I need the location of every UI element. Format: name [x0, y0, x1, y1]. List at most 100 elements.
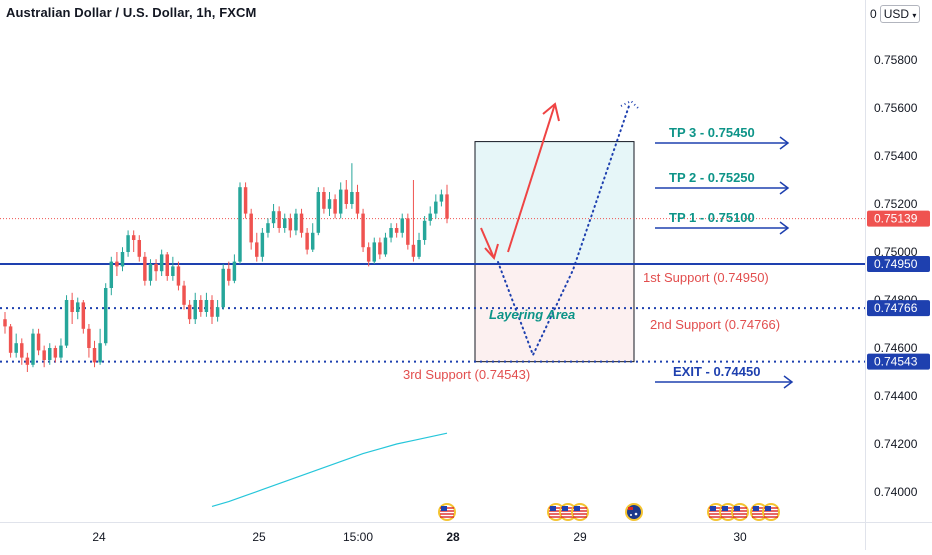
tp-arrowhead: [779, 221, 790, 235]
us-flag-icon-stripe: [561, 513, 575, 515]
candle-body: [120, 252, 125, 267]
profit-zone-box: [474, 141, 635, 265]
currency-lead: 0: [870, 7, 877, 21]
us-flag-icon-stripe: [440, 513, 454, 515]
support-level-2-tag-label: 0.74766: [874, 301, 918, 315]
current-price-tag-bg: [867, 210, 930, 227]
time-tick-label: 24: [92, 530, 106, 544]
candle-body: [305, 232, 309, 250]
us-flag-icon[interactable]: [731, 503, 749, 521]
us-flag-icon-stripe: [440, 516, 454, 518]
event-icons-layer[interactable]: [438, 503, 780, 521]
candle-body: [350, 192, 354, 204]
candle-body: [25, 357, 30, 365]
candle-body: [48, 348, 52, 360]
candle-body: [277, 211, 281, 228]
support-label-3: 3rd Support (0.74543): [403, 367, 530, 382]
us-flag-icon-canton: [765, 506, 771, 511]
time-tick-label: 28: [446, 530, 460, 544]
candle-body: [20, 343, 24, 358]
us-flag-icon-canton: [550, 506, 556, 511]
support-label-2: 2nd Support (0.74766): [650, 317, 780, 332]
symbol-title[interactable]: Australian Dollar / U.S. Dollar, 1h, FXC…: [6, 5, 257, 20]
price-tick-label: 0.74600: [874, 341, 918, 355]
tp-label: TP 2 - 0.75250: [669, 170, 755, 185]
candle-body: [75, 302, 80, 312]
candle-body: [243, 187, 248, 214]
red-up-arrow: [507, 103, 556, 253]
candle-body: [355, 192, 360, 214]
support-level-2-tag-bg: [867, 300, 930, 317]
support-level-3-tag-label: 0.74543: [874, 355, 918, 369]
us-flag-icon-stripe: [733, 513, 747, 515]
candle-body: [215, 307, 220, 317]
candle-body: [299, 213, 304, 233]
au-flag-icon[interactable]: [625, 503, 643, 521]
us-flag-icon-stripe: [549, 513, 563, 515]
candle-body: [210, 300, 214, 317]
us-flag-icon-stripe: [764, 516, 778, 518]
candle-body: [154, 264, 158, 272]
us-flag-icon-stripe: [721, 516, 735, 518]
candle-body: [227, 268, 231, 281]
candle-body: [115, 261, 119, 267]
price-tick-label: 0.75200: [874, 197, 918, 211]
candle-body: [193, 300, 197, 320]
candle-body: [3, 319, 7, 327]
candle-body: [148, 264, 153, 281]
moving-average-line: [211, 432, 448, 507]
candle-body: [417, 240, 421, 257]
support-level-1-tag-label: 0.74950: [874, 257, 918, 271]
chevron-down-icon: ▾: [912, 11, 917, 20]
us-flag-icon[interactable]: [438, 503, 456, 521]
candle-body: [294, 213, 298, 231]
price-axis[interactable]: 0.758000.756000.754000.752000.750000.748…: [867, 53, 930, 499]
exit-arrowhead: [783, 375, 794, 389]
currency-unit-button[interactable]: USD ▾: [879, 5, 921, 23]
us-flag-icon-canton: [710, 506, 716, 511]
us-flag-icon[interactable]: [571, 503, 589, 521]
annotation-labels-layer: TP 3 - 0.75450 TP 2 - 0.75250 TP 1 - 0.751…: [403, 125, 794, 389]
support-level-1-tag-bg: [867, 256, 930, 272]
au-flag-icon-star: [630, 514, 632, 516]
candle-body: [422, 220, 427, 240]
candle-body: [310, 232, 315, 250]
candle-body: [126, 235, 130, 252]
candle-body: [232, 261, 237, 281]
candle-body: [316, 192, 321, 233]
candle-body: [36, 333, 41, 351]
candle-body: [159, 254, 164, 272]
us-flag-icon-stripe: [764, 513, 778, 515]
candle-body: [249, 213, 253, 243]
candle-body: [372, 242, 377, 262]
candle-body: [98, 343, 102, 363]
candle-body: [137, 240, 142, 257]
candle-body: [434, 201, 438, 214]
tp-label: TP 1 - 0.75100: [669, 210, 755, 225]
price-tick-label: 0.75000: [874, 245, 918, 259]
candle-body: [92, 348, 97, 363]
us-flag-icon-canton: [562, 506, 568, 511]
currency-unit-label: USD: [883, 7, 910, 21]
exit-label: EXIT - 0.74450: [673, 364, 760, 379]
red-up-arrowhead: [542, 102, 560, 122]
candle-body: [266, 223, 270, 233]
candle-body: [14, 343, 18, 353]
us-flag-icon-stripe: [561, 516, 575, 518]
us-flag-icon-canton: [441, 506, 447, 511]
moving-average-layer: [211, 432, 448, 507]
time-axis[interactable]: 24 25 15:00 28 29 30: [92, 530, 747, 544]
candle-body: [439, 194, 444, 202]
support-level-3-tag-bg: [867, 353, 930, 370]
red-down-arrow: [480, 227, 495, 259]
currency-selector[interactable]: 0 USD ▾: [870, 5, 921, 23]
price-tick-label: 0.74200: [874, 437, 918, 451]
tp-arrowhead: [779, 181, 790, 195]
us-flag-icon-canton: [574, 506, 580, 511]
us-flag-icon-stripe: [721, 513, 735, 515]
us-flag-icon[interactable]: [762, 503, 780, 521]
candle-body: [327, 199, 332, 209]
